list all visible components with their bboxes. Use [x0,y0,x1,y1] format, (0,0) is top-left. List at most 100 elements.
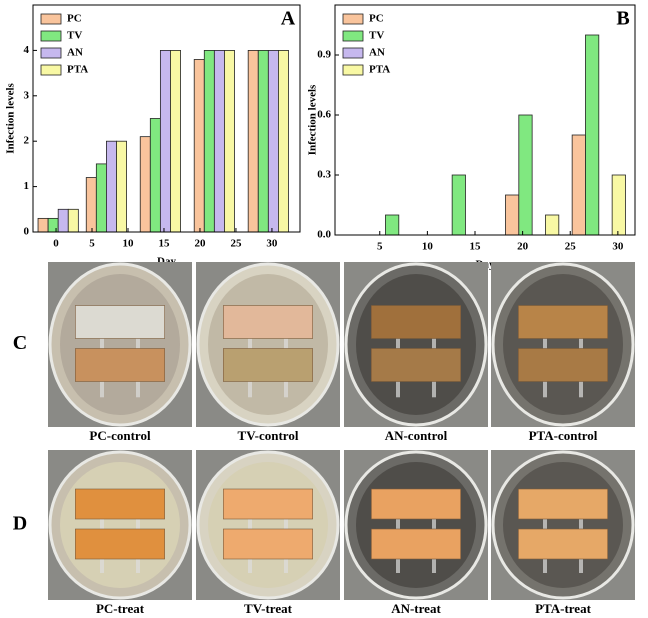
bar [224,50,235,233]
panel-label: B [616,8,629,30]
y-tick-label: 0 [24,226,30,238]
bar [385,214,400,236]
legend-swatch [40,30,62,42]
panel-label: A [281,8,296,30]
photo-caption: AN-treat [391,601,441,616]
photo [491,450,635,600]
culture-medium [356,462,476,588]
photo [48,262,192,427]
y-tick-label: 0.3 [317,169,331,181]
wood-block [223,488,313,520]
legend-swatch [342,64,364,76]
wood-block [518,528,608,560]
bar [571,134,586,236]
photo [48,450,192,600]
wood-block [371,528,461,560]
row-label: D [13,513,27,535]
bar [213,50,225,233]
legend-swatch [342,13,364,25]
photo [196,262,340,427]
culture-medium [208,462,328,588]
y-tick-label: 0.0 [317,229,331,241]
photo-caption: PC-treat [96,601,145,616]
x-tick-label: 25 [565,241,577,253]
wood-block [518,348,608,382]
bar [139,136,151,233]
bar [611,174,626,236]
x-tick-label: 25 [230,238,242,250]
bar [37,217,49,233]
bar [47,217,59,233]
wood-block [223,348,313,382]
legend-swatch [40,47,62,59]
wood-block [518,488,608,520]
bar [67,208,79,233]
y-tick-label: 2 [24,135,30,147]
y-tick-label: 1 [24,180,30,192]
x-tick-label: 15 [470,241,482,253]
bar [106,140,117,233]
wood-block [371,348,461,382]
x-tick-label: 10 [122,238,134,250]
bar [257,50,269,233]
culture-medium [356,274,476,415]
photo-caption: PTA-control [529,428,598,443]
x-tick-label: 30 [612,241,624,253]
photo [491,262,635,427]
bar [159,50,171,233]
wood-block [223,305,313,339]
bar [95,163,107,233]
bar [505,194,520,236]
x-tick-label: 5 [89,238,95,250]
wood-block [75,528,165,560]
y-axis-label: Infection levels [5,82,17,153]
legend-label: TV [369,30,384,42]
bar [518,114,533,236]
x-tick-label: 0 [53,238,59,250]
y-tick-label: 4 [24,44,30,56]
bar [57,208,69,233]
legend-label: AN [67,47,83,59]
y-tick-label: 0.9 [317,49,331,61]
photo-caption: PTA-treat [535,601,591,616]
bar [203,50,215,233]
wood-block [371,305,461,339]
bar [170,50,181,233]
x-tick-label: 30 [266,238,278,250]
bar [451,174,466,236]
photo-caption: PC-control [89,428,151,443]
x-tick-label: 20 [194,238,206,250]
photo-caption: TV-treat [244,601,293,616]
photo [344,262,488,427]
photo [196,450,340,600]
x-tick-label: 20 [517,241,529,253]
x-tick-label: 15 [158,238,170,250]
legend-label: PTA [67,64,88,76]
bar [116,140,127,233]
wood-block [518,305,608,339]
bar [545,214,560,236]
legend-swatch [342,30,364,42]
plot-frame [334,4,636,236]
wood-block [75,305,165,339]
wood-block [75,348,165,382]
culture-medium [208,274,328,415]
plot-frame [32,4,301,233]
legend-swatch [342,47,364,59]
bar [149,118,161,233]
wood-block [75,488,165,520]
photo-caption: AN-control [385,428,448,443]
row-label: C [13,332,27,354]
culture-medium [60,274,180,415]
x-tick-label: 5 [377,241,383,253]
legend-label: PC [369,13,384,25]
bar [193,59,205,233]
legend-swatch [40,64,62,76]
bar [267,50,279,233]
legend-label: AN [369,47,385,59]
legend-label: PC [67,13,82,25]
bar [278,50,289,233]
wood-block [371,488,461,520]
wood-block [223,528,313,560]
